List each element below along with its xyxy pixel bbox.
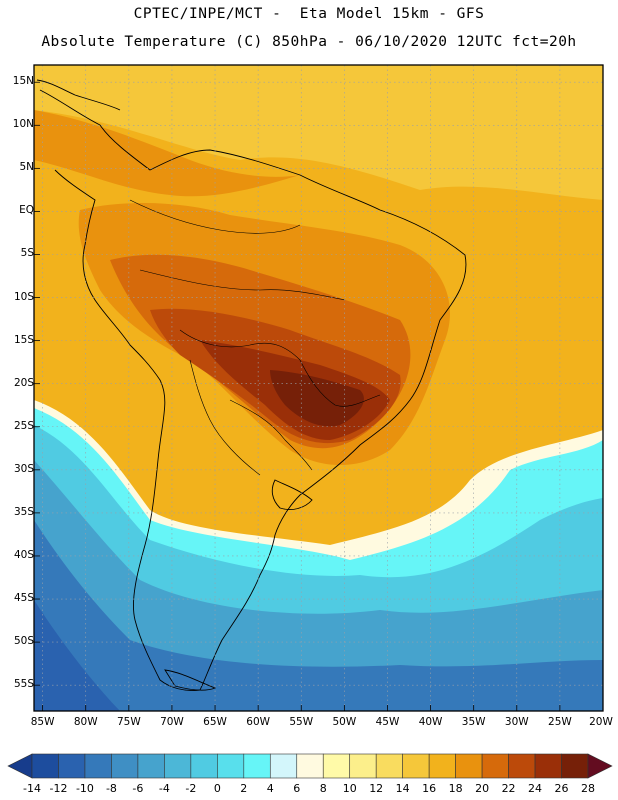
colorbar-swatch [402, 753, 430, 779]
colorbar-swatch [481, 753, 509, 779]
lon-label: 45W [375, 716, 400, 728]
lon-label: 80W [73, 716, 98, 728]
lon-label: 60W [246, 716, 271, 728]
lat-label: EQ [19, 204, 34, 217]
colorbar-label: 8 [319, 782, 327, 795]
colorbar-under-triangle [7, 753, 33, 779]
lat-label: 20S [13, 376, 34, 389]
colorbar-swatch [137, 753, 165, 779]
colorbar-label: -12 [49, 782, 68, 795]
colorbar-swatch [322, 753, 351, 779]
colorbar-label: 14 [395, 782, 410, 795]
lon-label: 50W [332, 716, 357, 728]
graticule [34, 65, 604, 711]
colorbar-over-triangle [587, 753, 613, 779]
colorbar-label: 18 [448, 782, 463, 795]
coastline [36, 79, 467, 691]
map-frame [33, 64, 604, 712]
colorbar-swatch [375, 753, 403, 779]
colorbar-swatch [58, 753, 86, 779]
colorbar-label: -8 [105, 782, 117, 795]
axis-ticks [34, 81, 604, 711]
colorbar-swatch [31, 753, 59, 779]
country-borders [129, 199, 381, 476]
colorbar-swatch [296, 753, 324, 779]
lat-label: 55S [13, 678, 34, 691]
lon-label: 20W [589, 716, 613, 728]
colorbar-label: 24 [528, 782, 543, 795]
lat-label: 25S [13, 419, 34, 432]
colorbar [7, 753, 613, 779]
lon-label: 70W [160, 716, 184, 728]
lon-label: 65W [203, 716, 227, 728]
colorbar-swatch [349, 753, 377, 779]
colorbar-swatch [164, 753, 192, 779]
colorbar-label: 0 [213, 782, 221, 795]
lat-label: 45S [13, 592, 34, 605]
colorbar-swatch [243, 753, 271, 779]
colorbar-label: 12 [369, 782, 384, 795]
colorbar-swatch [84, 753, 112, 779]
lon-label: 75W [116, 716, 141, 728]
colorbar-label: 16 [422, 782, 437, 795]
lat-label: 15S [13, 333, 34, 346]
colorbar-swatch [428, 753, 456, 779]
lat-label: 35S [13, 505, 34, 518]
colorbar-label: 20 [475, 782, 490, 795]
colorbar-swatch [508, 753, 536, 779]
colorbar-swatch [534, 753, 562, 779]
colorbar-label: -2 [185, 782, 197, 795]
colorbar-label: -10 [75, 782, 94, 795]
colorbar-label: -14 [23, 782, 41, 795]
colorbar-label: -4 [158, 782, 170, 795]
colorbar-label: 26 [554, 782, 569, 795]
lon-label: 35W [461, 716, 486, 728]
lat-label: 15N [12, 75, 34, 88]
lat-label: 10N [12, 118, 34, 131]
colorbar-label: 10 [342, 782, 357, 795]
temperature-field [34, 65, 603, 711]
colorbar-label: 22 [501, 782, 516, 795]
colorbar-swatch [111, 753, 139, 779]
lat-label: 10S [13, 290, 34, 303]
colorbar-swatch [561, 753, 589, 779]
colorbar-label: 2 [240, 782, 248, 795]
colorbar-label: 28 [581, 782, 595, 795]
lon-label: 40W [418, 716, 443, 728]
colorbar-swatch [455, 753, 483, 779]
lat-label: 30S [13, 462, 34, 475]
lon-label: 85W [30, 716, 55, 728]
colorbar-label: -6 [132, 782, 144, 795]
colorbar-label: 6 [293, 782, 301, 795]
map-title-line1: CPTEC/INPE/MCT - Eta Model 15km - GFS [133, 6, 485, 22]
map-title-line2: Absolute Temperature (C) 850hPa - 06/10/… [41, 34, 577, 50]
lat-label: 5N [19, 161, 34, 174]
lat-label: 40S [13, 548, 34, 561]
colorbar-swatch [190, 753, 218, 779]
lat-label: 5S [20, 247, 34, 260]
lon-label: 30W [504, 716, 529, 728]
lat-label: 50S [13, 635, 34, 648]
colorbar-label: 4 [266, 782, 274, 795]
lon-label: 55W [289, 716, 314, 728]
colorbar-swatch [269, 753, 298, 779]
colorbar-swatch [217, 753, 245, 779]
lon-label: 25W [548, 716, 572, 728]
